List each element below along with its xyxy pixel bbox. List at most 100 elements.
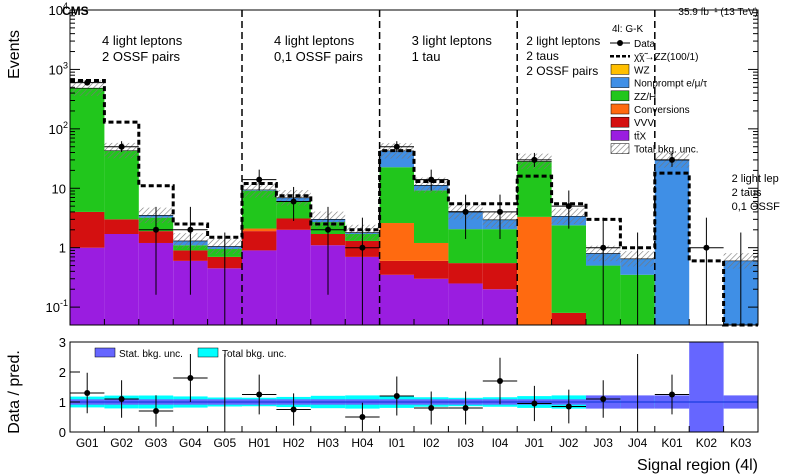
stack-bar-zzh-G02 — [104, 150, 139, 220]
y-tick-label-2: 10 — [52, 181, 66, 196]
data-point-K02 — [703, 244, 710, 251]
x-tick-label-H01: H01 — [248, 436, 270, 450]
stack-bar-zzh-J01 — [517, 161, 552, 217]
data-point-G01 — [84, 79, 91, 86]
ratio-point-K01 — [669, 391, 675, 398]
group-label-4-line-2: 0,1 OSSF — [732, 201, 781, 213]
stack-bar-ttx-G02 — [104, 233, 139, 325]
x-tick-label-J04: J04 — [628, 436, 648, 450]
stack-bar-vvv-I02 — [414, 260, 449, 279]
stack-bar-ttx-I02 — [414, 278, 449, 325]
stack-bar-ttx-I04 — [482, 289, 518, 325]
y-tick-label-4: 103 — [49, 60, 68, 77]
data-point-H01 — [256, 176, 263, 183]
ratio-tick-label-3: 3 — [59, 335, 66, 350]
group-label-2-line-1: 1 tau — [412, 49, 441, 64]
legend-swatch-2 — [610, 64, 630, 75]
stack-bar-conversions-J01 — [517, 216, 552, 325]
legend-label-7: tt̄X — [634, 130, 647, 142]
data-point-I04 — [497, 208, 503, 215]
data-point-G04 — [187, 226, 194, 233]
legend-label-4: ZZ/H — [634, 92, 656, 103]
stack-bar-vvv-I03 — [448, 263, 483, 284]
x-tick-label-J03: J03 — [594, 436, 614, 450]
stack-bar-ttx-I01 — [379, 274, 414, 325]
legend: 4l: G-K Data χ̃χ̃→ZZ(100/1) WZ Nonprompt e/μ… — [610, 24, 707, 156]
stack-bar-vvv-H01 — [242, 231, 277, 251]
ratio-point-G04 — [187, 375, 194, 381]
data-point-H04 — [359, 244, 366, 251]
stack-bar-ttx-G01 — [70, 247, 105, 325]
stack-bar-vvv-G02 — [104, 219, 139, 234]
ratio-stat-band-K02 — [689, 342, 724, 432]
ratio-legend-swatch-1 — [197, 347, 219, 358]
legend-title: 4l: G-K — [612, 24, 643, 35]
ratio-point-I02 — [428, 405, 435, 411]
legend-label-3: Nonprompt e/μ/τ — [634, 79, 707, 90]
x-tick-label-K02: K02 — [696, 436, 718, 450]
ratio-y-axis-label: Data / pred. — [6, 350, 23, 434]
x-tick-label-I01: I01 — [388, 436, 405, 450]
stack-bar-ttx-I03 — [448, 283, 483, 325]
legend-swatch-6 — [610, 116, 630, 128]
stack-bar-zzh-I01 — [379, 167, 414, 224]
legend-swatch-7 — [610, 130, 630, 141]
ratio-point-H01 — [256, 391, 263, 398]
data-point-I02 — [428, 176, 435, 183]
legend-swatch-4 — [610, 90, 630, 102]
group-label-1-line-0: 4 light leptons — [274, 33, 355, 48]
ratio-plot: 0 1 2 3 G01 G02 G03 G04 G05 H01 H02 H03 H04 I01 I02 I03… — [59, 335, 759, 450]
data-point-J01 — [531, 156, 538, 163]
data-point-K01 — [669, 156, 675, 163]
data-point-G03 — [153, 226, 159, 233]
y-tick-label-1: 1 — [59, 241, 66, 256]
legend-marker-data — [617, 40, 623, 46]
legend-swatch-3 — [610, 77, 630, 88]
x-tick-label-G04: G04 — [179, 436, 202, 450]
x-tick-label-G05: G05 — [213, 436, 236, 450]
legend-label-1: χ̃χ̃→ZZ(100/1) — [634, 52, 698, 63]
ratio-point-G01 — [84, 390, 91, 396]
stack-bar-zzh-I02 — [414, 190, 449, 243]
data-point-I01 — [393, 143, 400, 150]
group-label-3-line-0: 2 light leptons — [526, 34, 600, 48]
stack-bar-ttx-H02 — [276, 229, 311, 325]
ratio-legend-swatch-0 — [94, 347, 116, 358]
experiment-label: CMS — [62, 4, 89, 18]
ratio-point-I03 — [462, 405, 469, 411]
stack-bar-zzh-G01 — [70, 88, 105, 212]
x-tick-label-I03: I03 — [457, 436, 474, 450]
ratio-point-G02 — [118, 396, 125, 402]
y-tick-label-3: 102 — [49, 120, 68, 137]
stack-bar-vvv-I01 — [379, 260, 414, 275]
stack-bar-conversions-H01 — [242, 228, 277, 232]
stack-bar-vvv-G01 — [70, 211, 105, 248]
stack-bar-vvv-J02 — [551, 312, 586, 325]
ratio-tick-label-2: 2 — [59, 365, 66, 380]
legend-label-2: WZ — [634, 65, 650, 76]
x-tick-label-K03: K03 — [730, 436, 752, 450]
data-point-J03 — [600, 244, 607, 251]
stack-bar-vvv-H02 — [276, 218, 311, 230]
legend-swatch-5 — [610, 103, 630, 115]
ratio-point-I01 — [393, 393, 400, 399]
x-tick-label-I04: I04 — [492, 436, 509, 450]
x-tick-label-H02: H02 — [283, 436, 305, 450]
group-label-2-line-0: 3 light leptons — [412, 33, 493, 48]
stack-bar-conversions-I01 — [379, 223, 414, 261]
x-tick-label-J01: J01 — [525, 436, 545, 450]
data-point-H02 — [290, 198, 297, 205]
x-tick-label-H03: H03 — [317, 436, 339, 450]
group-label-0-line-0: 4 light leptons — [102, 33, 183, 48]
ratio-point-J02 — [565, 403, 572, 410]
group-label-1-line-1: 0,1 OSSF pairs — [274, 49, 363, 64]
group-label-4-line-1: 2 taus — [732, 187, 762, 199]
group-label-3-line-1: 2 taus — [526, 49, 559, 63]
x-tick-label-G01: G01 — [76, 436, 99, 450]
stack-bar-conversions-I02 — [414, 242, 449, 261]
y-tick-exp-3: 2 — [63, 120, 68, 130]
signal-line — [70, 79, 758, 327]
ratio-point-H02 — [290, 406, 297, 413]
